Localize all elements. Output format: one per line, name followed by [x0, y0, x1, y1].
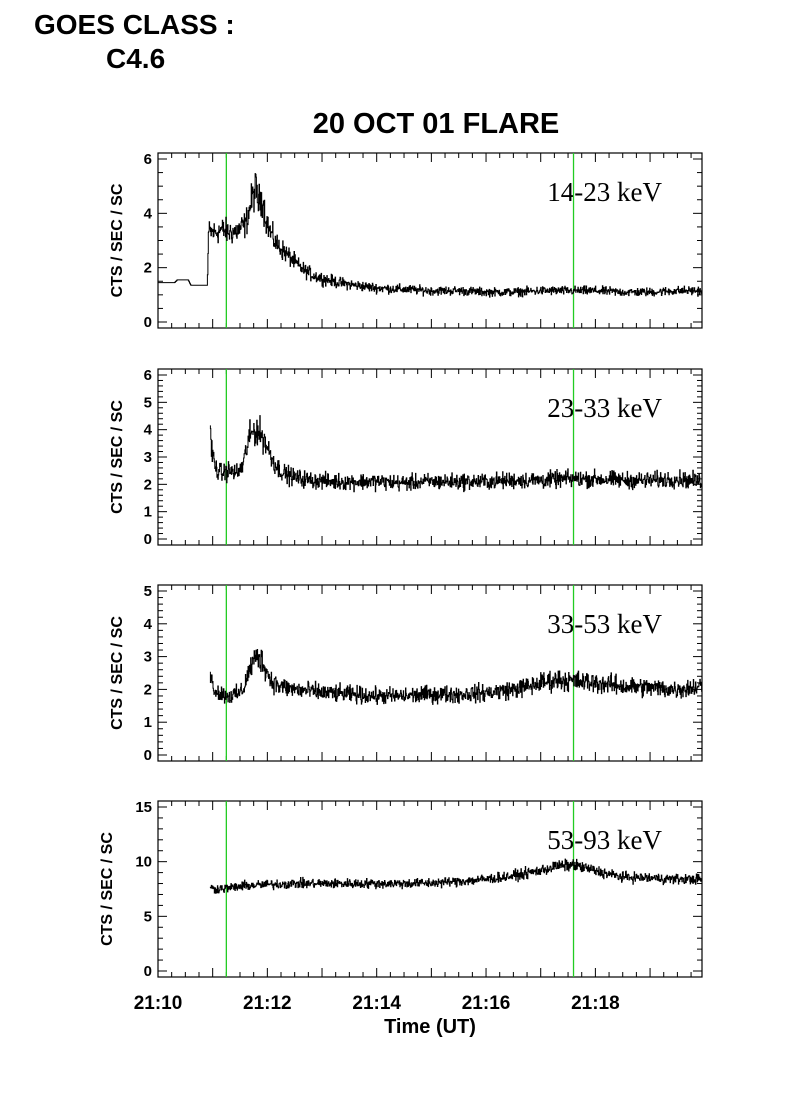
energy-band-label: 14-23 keV	[547, 177, 662, 207]
goes-class-label: GOES CLASS : C4.6	[34, 8, 235, 76]
x-tick-label: 21:12	[243, 993, 292, 1014]
y-tick-label: 2	[144, 681, 152, 698]
y-tick-label: 2	[144, 476, 152, 493]
panel-3: 0 1 2 3 4 5 CTS / SEC / SC 33-53 keV	[109, 583, 703, 764]
y-tick-label: 0	[144, 314, 152, 331]
energy-band-label: 53-93 keV	[547, 825, 662, 855]
count-rate-trace	[209, 858, 703, 894]
y-axis-label: CTS / SEC / SC	[109, 616, 126, 730]
energy-band-label: 23-33 keV	[547, 393, 662, 423]
x-tick-label: 21:14	[352, 993, 401, 1014]
y-axis-label: CTS / SEC / SC	[109, 183, 126, 297]
y-tick-label: 4	[144, 205, 153, 222]
y-tick-label: 6	[144, 151, 152, 168]
y-tick-label: 3	[144, 449, 152, 466]
panel-4: 0 5 10 15 CTS / SEC / SC 53-93 keV	[99, 799, 703, 980]
panel-2: 0 1 2 3 4 5 6 CTS / SEC / SC 23-33 keV	[109, 367, 703, 548]
x-tick-label: 21:18	[571, 993, 620, 1014]
chart-title: 20 OCT 01 FLARE	[312, 108, 560, 140]
y-axis-label: CTS / SEC / SC	[99, 832, 116, 946]
goes-class-line1: GOES CLASS :	[34, 9, 235, 40]
x-axis-label: Time (UT)	[384, 1016, 476, 1038]
y-tick-label: 6	[144, 367, 152, 384]
y-tick-label: 4	[144, 616, 153, 633]
count-rate-trace	[158, 173, 703, 298]
goes-class-value: C4.6	[106, 43, 166, 74]
panel-1: 0 2 4 6 CTS / SEC / SC 14-23 keV	[109, 151, 703, 331]
y-tick-label: 1	[144, 504, 152, 521]
y-tick-label: 5	[144, 908, 152, 925]
y-tick-label: 1	[144, 714, 152, 731]
y-tick-label: 5	[144, 394, 152, 411]
plot-frame	[157, 584, 703, 762]
x-tick-label: 21:16	[462, 993, 511, 1014]
y-tick-label: 0	[144, 747, 152, 764]
count-rate-trace	[209, 415, 703, 493]
y-tick-label: 4	[144, 422, 153, 439]
y-tick-label: 5	[144, 583, 152, 600]
y-tick-label: 15	[135, 799, 152, 816]
y-tick-label: 10	[135, 854, 152, 871]
plot-frame	[157, 800, 703, 978]
x-tick-label: 21:10	[134, 993, 183, 1014]
y-axis-label: CTS / SEC / SC	[109, 400, 126, 514]
count-rate-trace	[209, 649, 703, 705]
y-tick-label: 0	[144, 531, 152, 548]
energy-band-label: 33-53 keV	[547, 609, 662, 639]
y-tick-label: 0	[144, 963, 152, 980]
y-tick-label: 3	[144, 649, 152, 666]
y-tick-label: 2	[144, 260, 152, 277]
